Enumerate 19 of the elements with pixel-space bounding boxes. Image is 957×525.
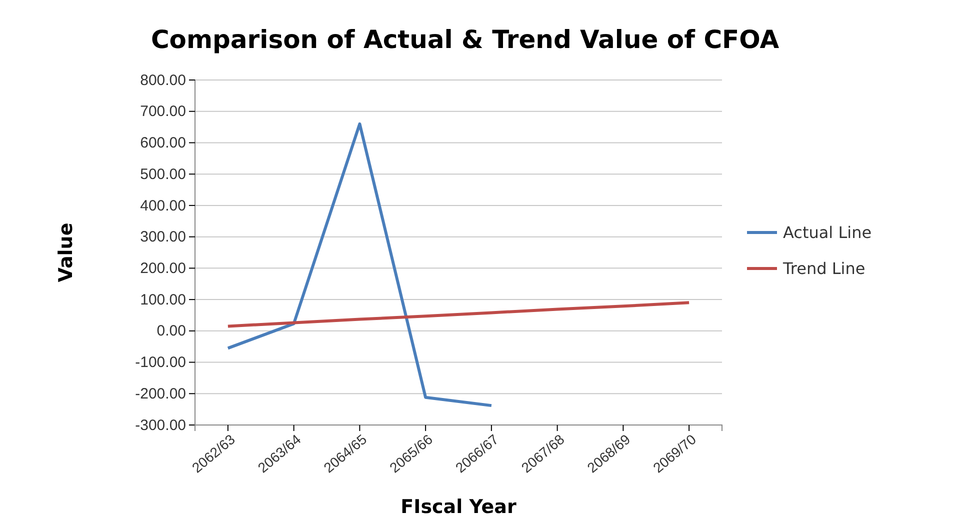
y-tick-label: 300.00 bbox=[140, 228, 186, 246]
y-tick-label: 0.00 bbox=[156, 322, 186, 340]
line-series bbox=[226, 301, 691, 328]
y-tick-label: -300.00 bbox=[135, 416, 186, 434]
y-tick-label: 100.00 bbox=[140, 291, 186, 308]
x-axis-title: FIscal Year bbox=[400, 496, 517, 518]
y-tick-label: -200.00 bbox=[135, 385, 186, 402]
y-axis-title: Value bbox=[55, 222, 77, 282]
y-tick-label: -100.00 bbox=[135, 354, 186, 372]
chart-title: Comparison of Actual & Trend Value of CFOA bbox=[150, 25, 780, 54]
y-tick-label: 400.00 bbox=[140, 197, 186, 214]
y-tick-label: 800.00 bbox=[140, 72, 186, 89]
line-series bbox=[226, 122, 493, 408]
legend-label: Trend Line bbox=[782, 259, 866, 278]
y-tick-label: 600.00 bbox=[140, 134, 186, 152]
y-tick-label: 500.00 bbox=[140, 166, 186, 183]
y-tick-label: 700.00 bbox=[140, 103, 186, 120]
legend-label: Actual Line bbox=[783, 223, 872, 242]
y-tick-label: 200.00 bbox=[140, 260, 186, 277]
